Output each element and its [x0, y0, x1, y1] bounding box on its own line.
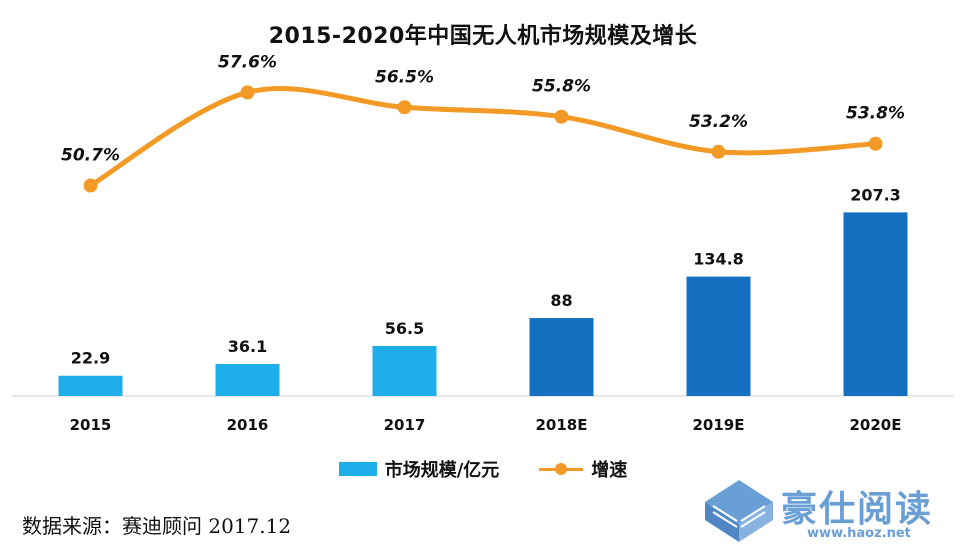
bar-value-label-2019E: 134.8: [693, 250, 744, 269]
legend-line-swatch: [539, 462, 584, 476]
bar-value-label-2016: 36.1: [228, 337, 267, 356]
legend: 市场规模/亿元 增速: [0, 456, 966, 482]
legend-bar-swatch: [338, 462, 377, 476]
x-tick-2016: 2016: [227, 416, 269, 434]
growth-label-2015: 50.7%: [61, 146, 120, 166]
legend-line-label: 增速: [591, 460, 628, 481]
growth-point-2016: [240, 85, 255, 100]
bar-2019E: [686, 276, 751, 396]
growth-label-2017: 56.5%: [375, 67, 434, 87]
growth-label-2016: 57.6%: [218, 52, 277, 72]
growth-point-2018E: [554, 109, 569, 124]
book-logo-icon: [705, 480, 773, 542]
bar-value-label-2017: 56.5: [385, 319, 424, 338]
x-tick-labels: 2015 2016 2017 2018E 2019E 2020E: [70, 416, 902, 434]
bar-value-labels: 22.9 36.1 56.5 88 134.8 207.3: [71, 185, 901, 367]
growth-point-2015: [83, 178, 98, 193]
bar-2017: [372, 345, 437, 396]
data-source: 数据来源：赛迪顾问 2017.12: [22, 514, 292, 538]
bar-2020E: [843, 212, 908, 396]
line-value-labels: 50.7% 57.6% 56.5% 55.8% 53.2% 53.8%: [61, 52, 905, 165]
watermark: 豪仕阅读 www.haoz.net: [703, 476, 963, 546]
x-tick-2019E: 2019E: [693, 416, 745, 434]
watermark-text: 豪仕阅读: [781, 489, 934, 530]
x-tick-2017: 2017: [384, 416, 426, 434]
bar-value-label-2015: 22.9: [71, 349, 110, 368]
x-tick-2018E: 2018E: [536, 416, 588, 434]
bar-series: [58, 212, 908, 396]
growth-point-2017: [397, 100, 412, 115]
legend-item-line[interactable]: 增速: [539, 456, 627, 482]
legend-bar-label: 市场规模/亿元: [384, 460, 500, 481]
bar-2015: [58, 375, 123, 396]
bar-2016: [215, 364, 280, 396]
watermark-url: www.haoz.net: [807, 526, 911, 541]
growth-line: [88, 86, 878, 189]
x-tick-2020E: 2020E: [850, 416, 902, 434]
growth-label-2020E: 53.8%: [846, 104, 905, 124]
growth-point-2020E: [868, 136, 883, 151]
growth-label-2019E: 53.2%: [689, 112, 748, 132]
growth-label-2018E: 55.8%: [532, 77, 591, 97]
bar-2018E: [529, 318, 594, 396]
legend-item-bar[interactable]: 市场规模/亿元: [338, 456, 500, 482]
x-tick-2015: 2015: [70, 416, 112, 434]
chart-title: 2015-2020年中国无人机市场规模及增长: [268, 24, 698, 49]
growth-point-2019E: [711, 144, 726, 159]
bar-value-label-2020E: 207.3: [850, 185, 901, 204]
bar-value-label-2018E: 88: [550, 291, 572, 310]
line-series: [83, 85, 883, 193]
